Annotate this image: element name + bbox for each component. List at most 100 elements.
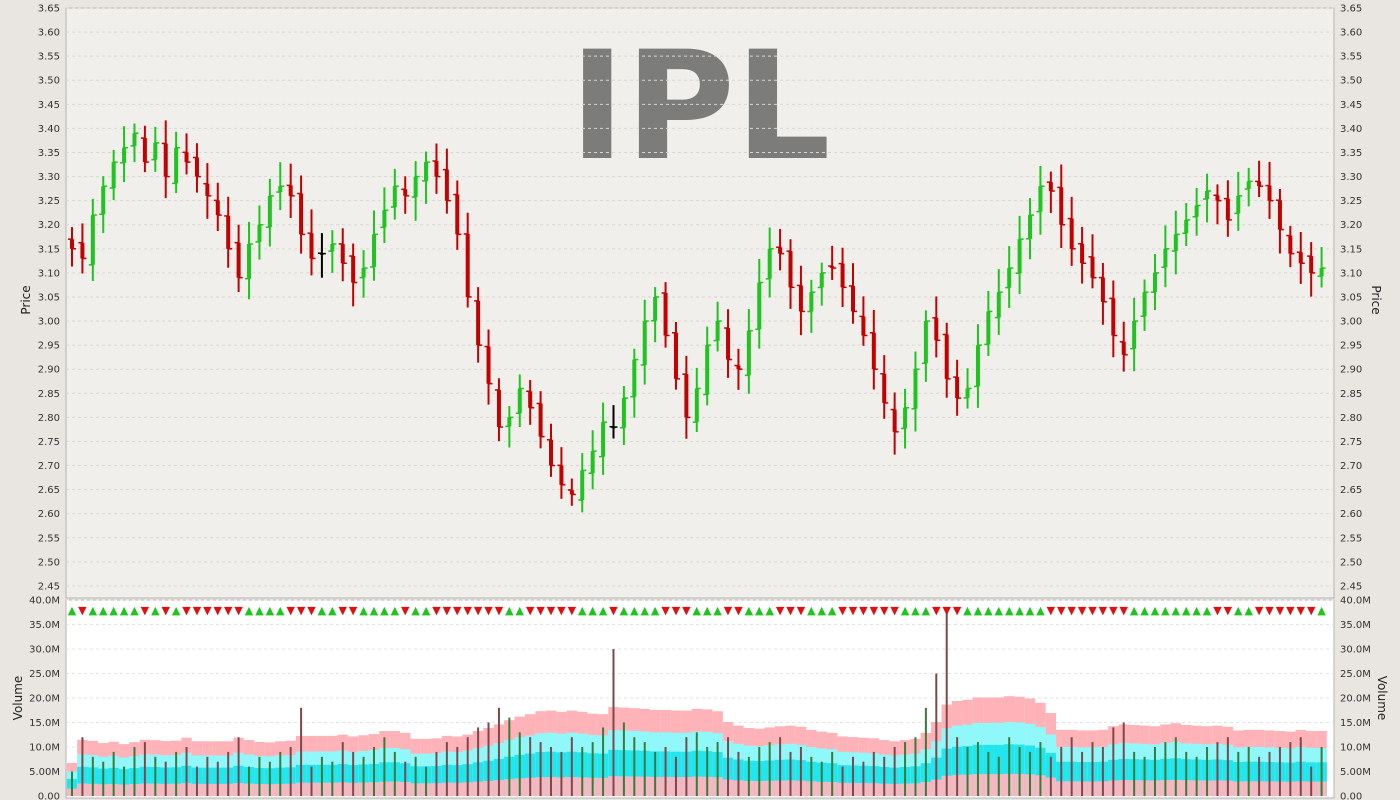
ohlc-body [1319, 268, 1324, 277]
ohlc-body [382, 210, 387, 228]
price-tick-label-left: 3.50 [38, 76, 60, 87]
volume-bar [1289, 742, 1292, 796]
price-tick-label-right: 3.45 [1340, 100, 1362, 111]
ohlc-body [496, 389, 501, 428]
ohlc-body [736, 365, 741, 370]
ohlc-body [90, 215, 95, 265]
ohlc-body [673, 332, 678, 379]
volume-direction-marker: ▼ [234, 604, 243, 617]
volume-direction-marker: ▲ [984, 604, 993, 617]
volume-direction-marker: ▲ [255, 604, 264, 617]
price-tick-label-left: 3.35 [38, 148, 60, 159]
volume-direction-marker: ▲ [391, 604, 400, 617]
volume-bar [195, 766, 198, 796]
volume-bar [1112, 727, 1115, 796]
ohlc-body [913, 369, 918, 409]
volume-bar [435, 751, 438, 796]
volume-bar [1091, 742, 1094, 796]
ohlc-body [226, 215, 231, 249]
volume-direction-marker: ▼ [1047, 604, 1056, 617]
volume-bar [810, 756, 813, 796]
volume-direction-marker: ▲ [974, 604, 983, 617]
volume-direction-marker: ▼ [401, 604, 410, 617]
price-tick-label-right: 3.05 [1340, 292, 1362, 303]
ohlc-body [642, 321, 647, 365]
ohlc-body [788, 251, 793, 288]
volume-bar [310, 766, 313, 796]
volume-direction-marker: ▲ [1317, 604, 1326, 617]
volume-bar [914, 737, 917, 796]
volume-direction-marker: ▼ [161, 604, 170, 617]
volume-bar [872, 751, 875, 796]
price-tick-label-left: 2.95 [38, 341, 60, 352]
ohlc-body [1090, 256, 1095, 278]
volume-direction-marker: ▼ [1265, 604, 1274, 617]
volume-direction-marker: ▲ [1151, 604, 1160, 617]
price-tick-label-left: 3.25 [38, 196, 60, 207]
volume-bar [414, 756, 417, 796]
volume-direction-marker: ▼ [609, 604, 618, 617]
ohlc-body [778, 247, 783, 254]
volume-direction-marker: ▼ [78, 604, 87, 617]
volume-bar [1101, 747, 1104, 796]
volume-direction-marker: ▼ [1078, 604, 1087, 617]
volume-bar [1268, 751, 1271, 796]
ohlc-body [871, 332, 876, 370]
volume-direction-marker: ▲ [1161, 604, 1170, 617]
volume-direction-marker: ▲ [1036, 604, 1045, 617]
volume-bar [143, 742, 146, 796]
volume-bar [227, 751, 230, 796]
volume-axis-label-right: Volume [1375, 676, 1389, 721]
volume-bar [133, 747, 136, 796]
volume-direction-marker: ▼ [286, 604, 295, 617]
volume-bar [175, 751, 178, 796]
volume-bar [185, 747, 188, 796]
volume-bar [456, 747, 459, 796]
price-tick-label-right: 2.80 [1340, 413, 1362, 424]
volume-bar [1029, 751, 1032, 796]
ohlc-body [955, 377, 960, 399]
volume-direction-marker: ▲ [651, 604, 660, 617]
volume-tick-label-left: 10.0M [29, 743, 60, 754]
volume-bar [779, 737, 782, 796]
ohlc-body [424, 162, 429, 181]
ohlc-body [236, 242, 241, 278]
ohlc-body [1298, 252, 1303, 264]
ohlc-body [257, 224, 262, 242]
ohlc-body [934, 317, 939, 341]
volume-direction-marker: ▲ [963, 604, 972, 617]
volume-bar [1206, 747, 1209, 796]
price-tick-label-left: 3.55 [38, 52, 60, 63]
volume-direction-marker: ▲ [359, 604, 368, 617]
volume-direction-marker: ▲ [1192, 604, 1201, 617]
ohlc-body [975, 345, 980, 387]
price-tick-label-right: 3.40 [1340, 124, 1362, 135]
price-tick-label-right: 2.60 [1340, 509, 1362, 520]
volume-bar [956, 737, 959, 796]
volume-direction-marker: ▲ [130, 604, 139, 617]
volume-direction-marker: ▲ [1140, 604, 1149, 617]
volume-bar [1320, 747, 1323, 796]
volume-bar [1008, 737, 1011, 796]
volume-bar [1039, 742, 1042, 796]
volume-tick-label-left: 5.00M [29, 767, 60, 778]
price-tick-label-right: 2.70 [1340, 461, 1362, 472]
ohlc-body [111, 162, 116, 189]
price-tick-label-right: 3.50 [1340, 76, 1362, 87]
price-tick-label-right: 3.10 [1340, 268, 1362, 279]
volume-direction-marker: ▼ [463, 604, 472, 617]
volume-bar [570, 737, 573, 796]
volume-direction-marker: ▼ [536, 604, 545, 617]
ohlc-body [101, 186, 106, 215]
volume-bar [466, 737, 469, 796]
volume-bar [831, 751, 834, 796]
price-tick-label-left: 3.40 [38, 124, 60, 135]
volume-bar [154, 756, 157, 796]
volume-bar [1299, 737, 1302, 796]
volume-direction-marker: ▼ [786, 604, 795, 617]
ohlc-body [1028, 215, 1033, 239]
volume-direction-marker: ▼ [1286, 604, 1295, 617]
ohlc-body [1080, 243, 1085, 264]
volume-bar [529, 737, 532, 796]
ohlc-body [267, 195, 272, 228]
